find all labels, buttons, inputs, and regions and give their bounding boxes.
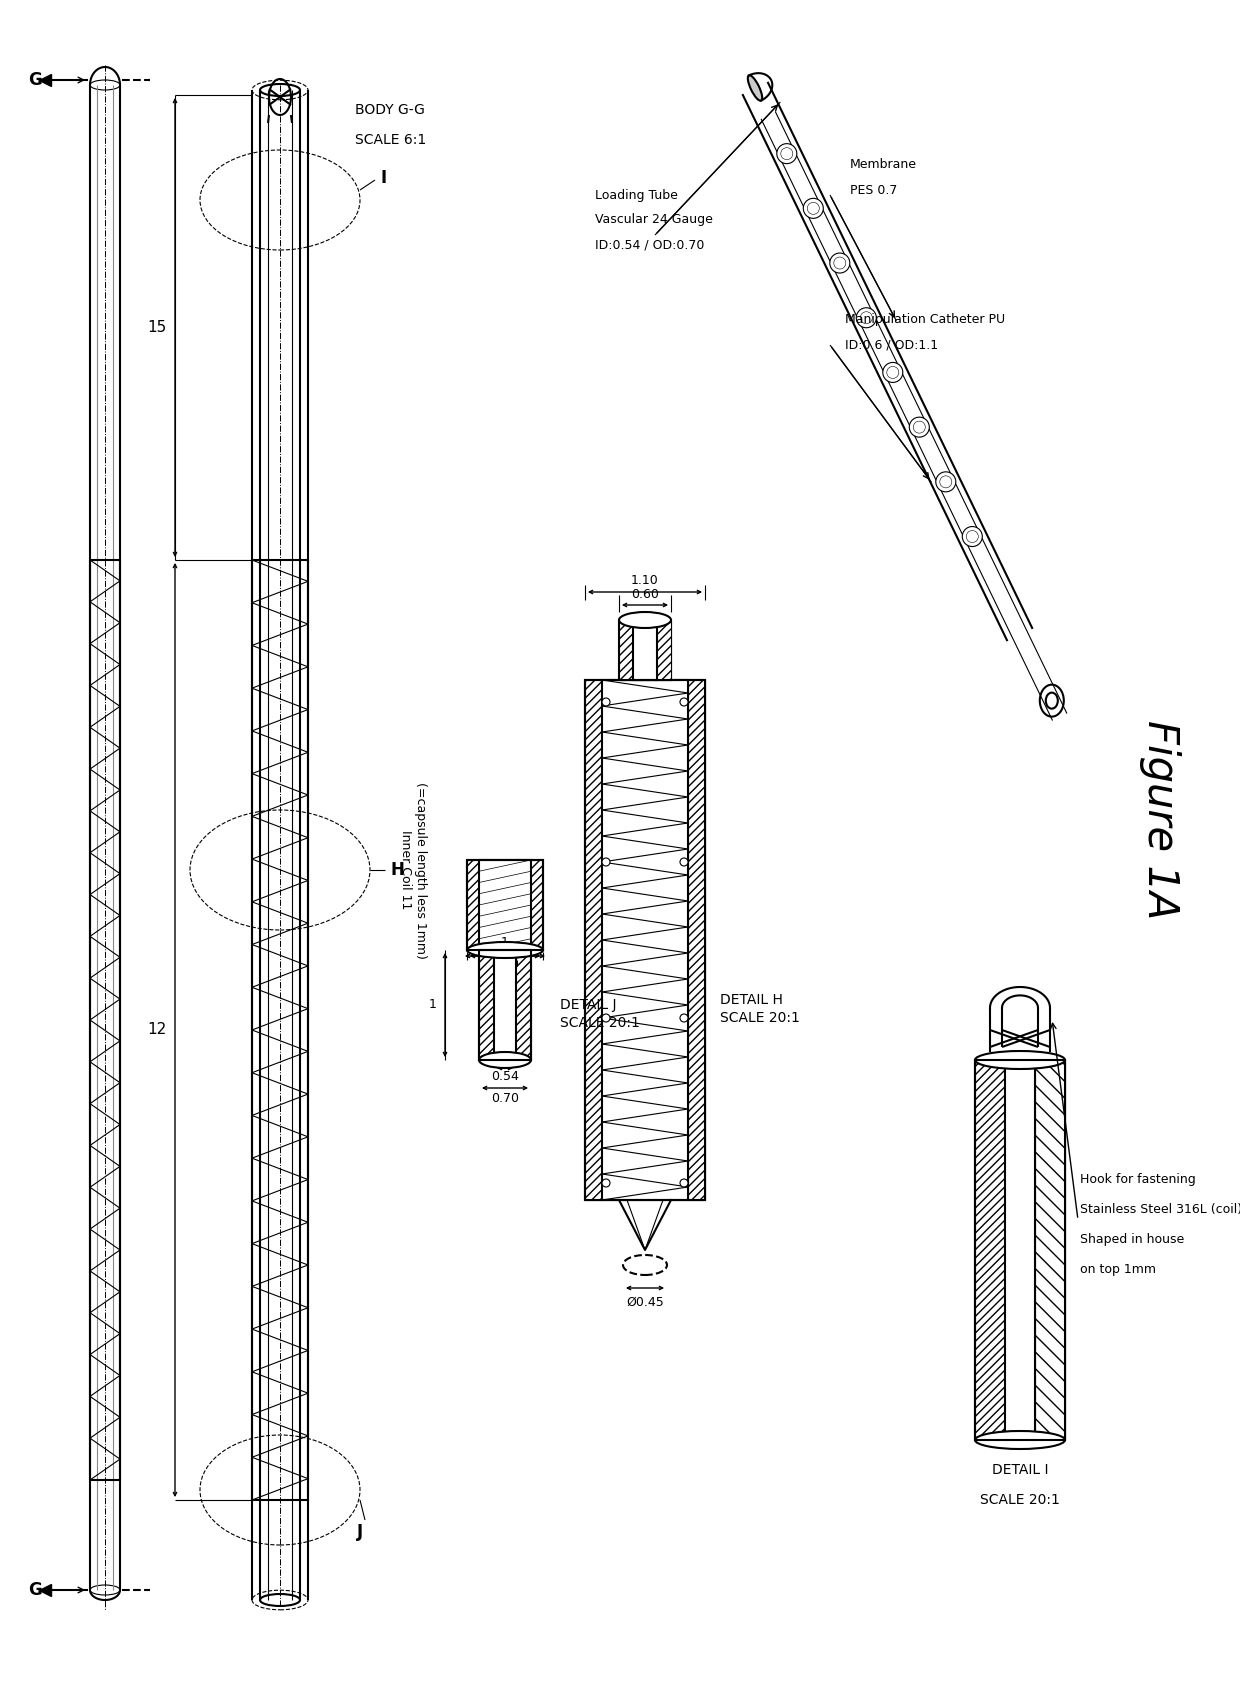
Circle shape — [601, 858, 610, 867]
Ellipse shape — [467, 941, 543, 958]
Text: ID:0.6 / OD:1.1: ID:0.6 / OD:1.1 — [844, 339, 939, 351]
Ellipse shape — [975, 1431, 1065, 1448]
Text: Loading Tube: Loading Tube — [595, 188, 678, 202]
Text: Manipulation Catheter PU: Manipulation Catheter PU — [844, 314, 1006, 327]
Circle shape — [857, 307, 877, 327]
Circle shape — [962, 526, 982, 546]
Text: 12: 12 — [148, 1023, 166, 1038]
Circle shape — [909, 417, 929, 438]
Text: 1: 1 — [429, 999, 436, 1011]
Bar — [975, 1060, 1065, 1440]
Text: Ø0.45: Ø0.45 — [626, 1296, 663, 1309]
Text: 0.70: 0.70 — [491, 958, 520, 972]
Ellipse shape — [975, 1052, 1065, 1068]
Text: BODY G-G: BODY G-G — [355, 103, 425, 117]
Text: I: I — [379, 170, 386, 187]
Circle shape — [601, 1179, 610, 1187]
Bar — [585, 680, 706, 1201]
Text: G: G — [29, 71, 42, 88]
Circle shape — [680, 858, 688, 867]
Bar — [479, 860, 531, 950]
Bar — [601, 680, 688, 1201]
Text: Inner Coil 11: Inner Coil 11 — [398, 831, 412, 909]
Bar — [585, 680, 601, 1201]
Bar — [479, 950, 531, 1060]
Text: Hook for fastening: Hook for fastening — [1080, 1174, 1195, 1187]
Text: Membrane: Membrane — [849, 158, 918, 171]
Ellipse shape — [748, 75, 763, 100]
Text: 15: 15 — [148, 321, 166, 336]
Text: Shaped in house: Shaped in house — [1080, 1233, 1184, 1247]
Text: 0.70: 0.70 — [491, 1092, 520, 1104]
Text: SCALE 20:1: SCALE 20:1 — [980, 1492, 1060, 1508]
Text: DETAIL J: DETAIL J — [560, 997, 616, 1013]
Bar — [1035, 1060, 1065, 1440]
Text: DETAIL I: DETAIL I — [992, 1464, 1048, 1477]
Bar — [619, 621, 671, 680]
Text: Vascular 24 Gauge: Vascular 24 Gauge — [595, 214, 713, 227]
Bar — [688, 680, 706, 1201]
Bar — [632, 621, 657, 680]
Circle shape — [680, 699, 688, 706]
Circle shape — [804, 198, 823, 219]
Bar — [479, 950, 531, 1060]
Text: J: J — [357, 1523, 363, 1542]
Text: SCALE 20:1: SCALE 20:1 — [560, 1016, 640, 1029]
Ellipse shape — [619, 612, 671, 628]
Text: SCALE 6:1: SCALE 6:1 — [355, 132, 427, 148]
Circle shape — [680, 1179, 688, 1187]
Text: 0.54: 0.54 — [491, 1070, 518, 1082]
Bar — [1004, 1060, 1035, 1440]
Circle shape — [936, 471, 956, 492]
Text: 1: 1 — [501, 936, 508, 948]
Circle shape — [883, 363, 903, 382]
Bar — [467, 860, 543, 950]
Text: H: H — [391, 862, 404, 879]
Bar — [585, 680, 706, 1201]
Bar — [252, 560, 308, 1499]
Text: DETAIL H: DETAIL H — [720, 992, 782, 1007]
Text: on top 1mm: on top 1mm — [1080, 1264, 1156, 1277]
Circle shape — [680, 1014, 688, 1023]
Circle shape — [776, 144, 797, 163]
Text: G: G — [29, 1581, 42, 1599]
Text: (=capsule length less 1mm): (=capsule length less 1mm) — [413, 782, 427, 958]
Bar — [494, 950, 516, 1060]
Text: 1.10: 1.10 — [631, 573, 658, 587]
Text: PES 0.7: PES 0.7 — [849, 183, 898, 197]
Circle shape — [601, 1014, 610, 1023]
Text: 0.60: 0.60 — [631, 587, 658, 600]
Ellipse shape — [479, 1052, 531, 1068]
Text: ID:0.54 / OD:0.70: ID:0.54 / OD:0.70 — [595, 239, 704, 251]
Bar — [975, 1060, 1065, 1440]
Bar — [467, 860, 543, 950]
Circle shape — [830, 253, 849, 273]
Text: Stainless Steel 316L (coil): Stainless Steel 316L (coil) — [1080, 1204, 1240, 1216]
Bar — [619, 621, 671, 680]
Bar — [975, 1060, 1004, 1440]
Text: SCALE 20:1: SCALE 20:1 — [720, 1011, 800, 1024]
Text: Figure 1A: Figure 1A — [1140, 721, 1180, 919]
Circle shape — [601, 699, 610, 706]
